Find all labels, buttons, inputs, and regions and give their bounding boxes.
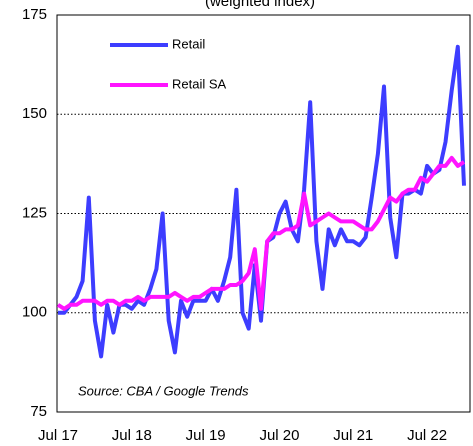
line-series: [56, 155, 466, 311]
y-tick-label: 175: [22, 6, 47, 23]
chart-subtitle: (weighted index): [205, 0, 315, 10]
x-tick-label: Jul 17: [38, 427, 78, 444]
plot-border: [56, 14, 471, 413]
x-tick-label: Jul 20: [259, 427, 299, 444]
legend-label: Retail SA: [172, 76, 227, 91]
annotation: Source: CBA / Google Trends: [78, 383, 249, 398]
x-tick-label: Jul 18: [112, 427, 152, 444]
y-tick-label: 150: [22, 105, 47, 122]
x-tick-label: Jul 21: [333, 427, 373, 444]
x-tick-label: Jul 22: [407, 427, 447, 444]
y-tick-label: 75: [30, 403, 47, 420]
y-tick-label: 125: [22, 204, 47, 221]
line-series: [58, 44, 466, 359]
legend-label: Retail: [172, 36, 205, 51]
x-tick-label: Jul 19: [186, 427, 226, 444]
y-tick-label: 100: [22, 304, 47, 321]
